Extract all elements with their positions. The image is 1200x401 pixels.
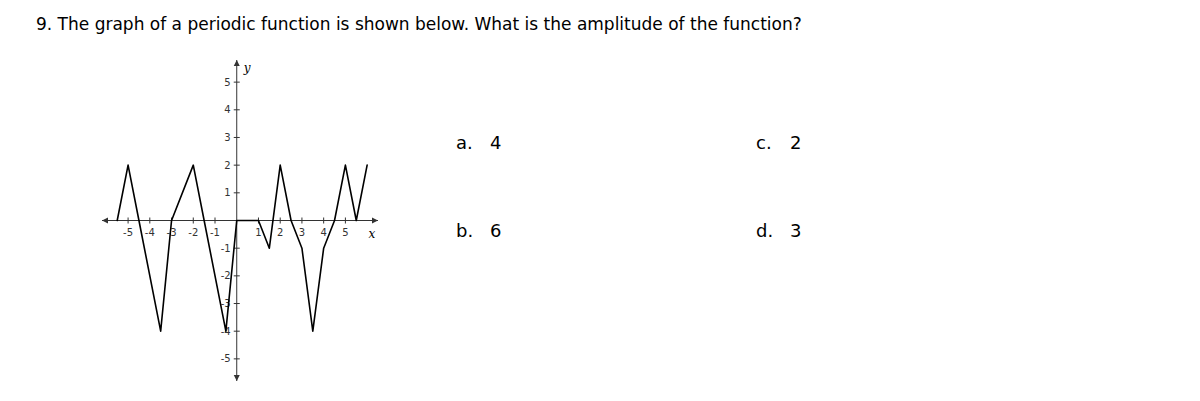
y-tick-label: 4 — [224, 104, 230, 115]
x-tick — [345, 218, 346, 224]
y-tick — [234, 137, 240, 138]
answer-label: a. — [456, 132, 473, 153]
axis-arrow — [372, 218, 378, 224]
x-tick — [193, 218, 194, 224]
y-tick-label: -5 — [221, 353, 231, 364]
y-tick — [234, 82, 240, 83]
answer-value: 2 — [790, 132, 801, 153]
x-tick-label: -5 — [123, 227, 133, 238]
x-tick-label: -2 — [188, 227, 198, 238]
answer-value: 3 — [790, 220, 801, 241]
x-tick-label: 3 — [299, 227, 305, 238]
y-tick — [234, 331, 240, 332]
axis-arrow — [234, 375, 240, 381]
answer-value: 6 — [490, 220, 501, 241]
y-tick-label: -1 — [221, 243, 231, 254]
x-tick — [128, 218, 129, 224]
x-tick-label: 2 — [277, 227, 283, 238]
answer-label: b. — [456, 220, 473, 241]
y-tick — [234, 109, 240, 110]
y-tick-label: -2 — [221, 270, 231, 281]
x-tick — [301, 218, 302, 224]
y-tick — [234, 303, 240, 304]
axis-arrow — [102, 218, 108, 224]
y-tick — [234, 358, 240, 359]
x-tick-label: -4 — [145, 227, 155, 238]
y-tick-label: 1 — [224, 187, 230, 198]
y-axis-label: y — [243, 61, 251, 75]
x-tick — [149, 218, 150, 224]
background — [0, 0, 1200, 401]
title: 9. The graph of a periodic function is s… — [36, 14, 802, 34]
x-axis-label: x — [369, 227, 376, 241]
line — [117, 165, 367, 331]
y-tick-label: 2 — [224, 160, 230, 171]
x-tick-label: -1 — [210, 227, 220, 238]
y-tick — [234, 192, 240, 193]
axis-arrow — [234, 60, 240, 66]
answer-value: 4 — [490, 132, 501, 153]
axes — [102, 60, 378, 381]
y-tick — [234, 165, 240, 166]
x-tick — [323, 218, 324, 224]
x-tick — [215, 218, 216, 224]
x-tick — [280, 218, 281, 224]
x-tick-label: 4 — [320, 227, 326, 238]
y-tick-label: 5 — [224, 77, 230, 88]
plot-data — [117, 165, 367, 331]
answer-label: d. — [756, 220, 773, 241]
answers: a. 4 c. 2 b. 6 d. 3 — [456, 132, 801, 241]
y-tick — [234, 275, 240, 276]
y-tick-label: 3 — [224, 132, 230, 143]
answer-label: c. — [756, 132, 772, 153]
chart: 9. The graph of a periodic function is s… — [0, 0, 1200, 401]
x-tick-label: 5 — [342, 227, 348, 238]
